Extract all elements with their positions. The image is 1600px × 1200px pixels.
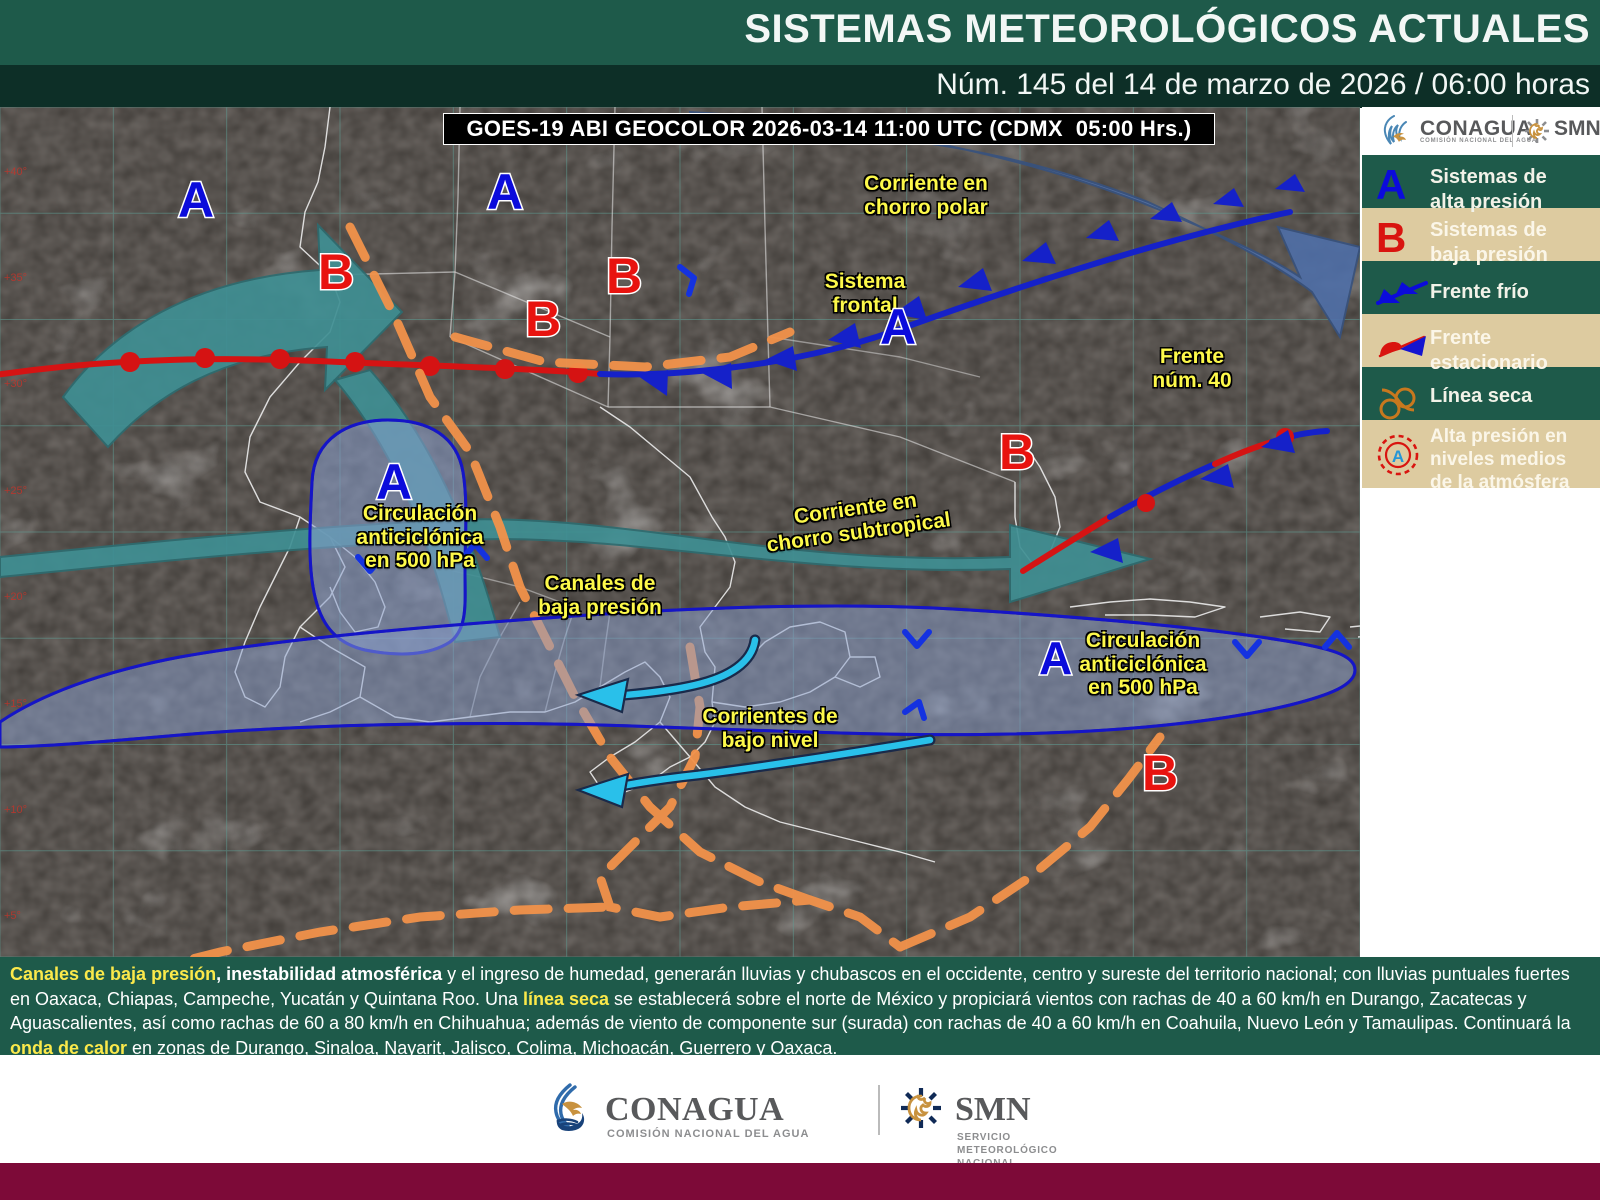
svg-text:A: A [1392, 447, 1404, 466]
